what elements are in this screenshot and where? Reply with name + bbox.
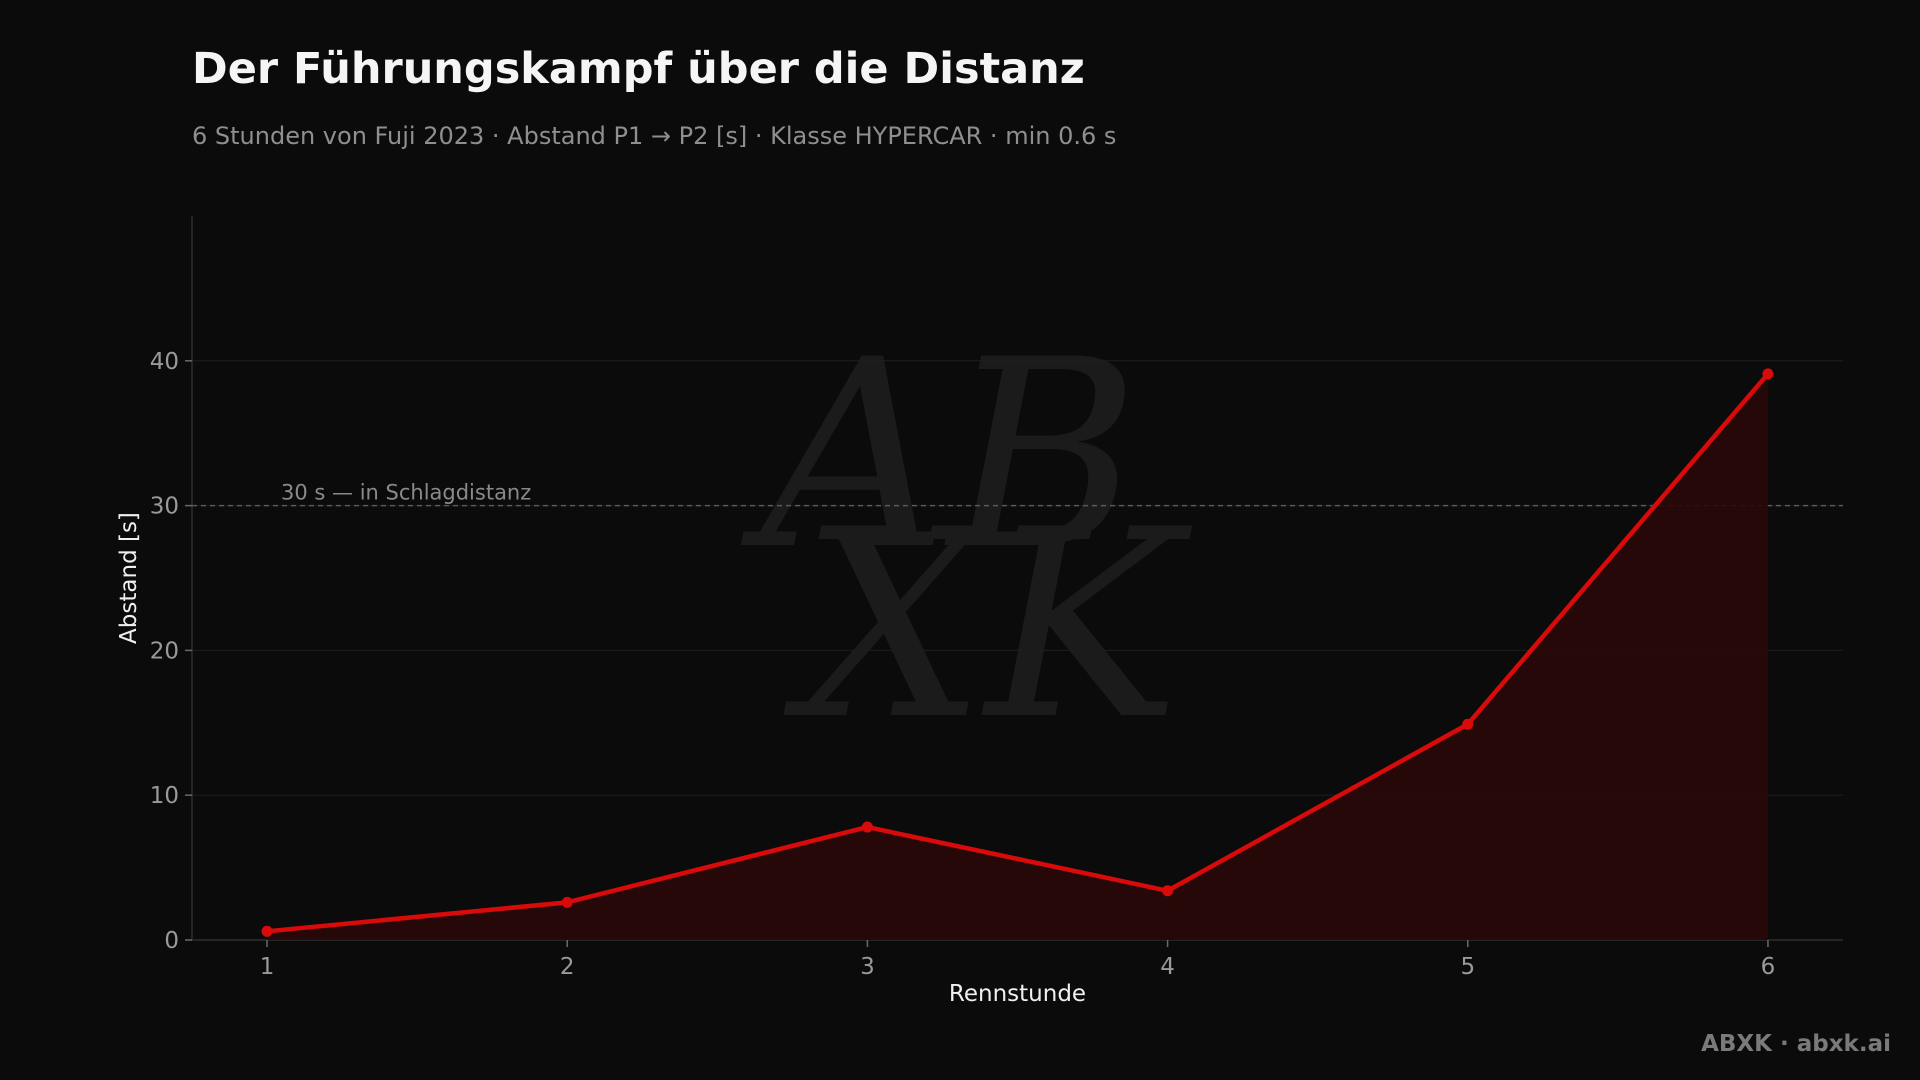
y-tick-labels: 0 10 20 30 40 [150,349,179,954]
y-tick-label-20: 20 [150,638,179,664]
y-tick-label-0: 0 [164,928,179,954]
y-tick-label-30: 30 [150,494,179,520]
data-point-5 [1462,718,1474,730]
y-tick-label-10: 10 [150,783,179,809]
data-point-1 [261,925,273,937]
x-tick-label-5: 5 [1460,954,1475,980]
x-tick-label-6: 6 [1761,954,1776,980]
y-tick-label-40: 40 [150,349,179,375]
reference-line-label: 30 s — in Schlagdistanz [281,481,531,505]
x-tick-labels: 1 2 3 4 5 6 [260,954,1776,980]
series-line [264,371,1771,934]
series-area-fill [267,373,1768,940]
series-line-layer [264,371,1771,934]
data-point-4 [1162,885,1174,897]
chart-title: Der Führungskampf über die Distanz [192,44,1085,94]
data-points [261,368,1774,937]
y-axis-label: Abstand [s] [116,512,142,644]
x-tick-label-2: 2 [560,954,575,980]
reference-line-group: 30 s — in Schlagdistanz [192,481,1843,507]
x-tick-label-3: 3 [860,954,875,980]
brand-footer: ABXK · abxk.ai [1701,1031,1891,1057]
watermark-logo: AB XK [740,305,1192,777]
data-point-6 [1762,368,1774,380]
data-point-3 [861,821,873,833]
watermark-line-2: XK [780,475,1193,777]
area-fill-layer [267,373,1768,940]
data-point-2 [561,896,573,908]
x-axis-label: Rennstunde [949,981,1086,1007]
x-tick-label-4: 4 [1160,954,1175,980]
chart-subtitle: 6 Stunden von Fuji 2023 · Abstand P1 → P… [192,122,1117,150]
watermark-line-1: AB [740,305,1139,607]
x-tick-label-1: 1 [260,954,275,980]
